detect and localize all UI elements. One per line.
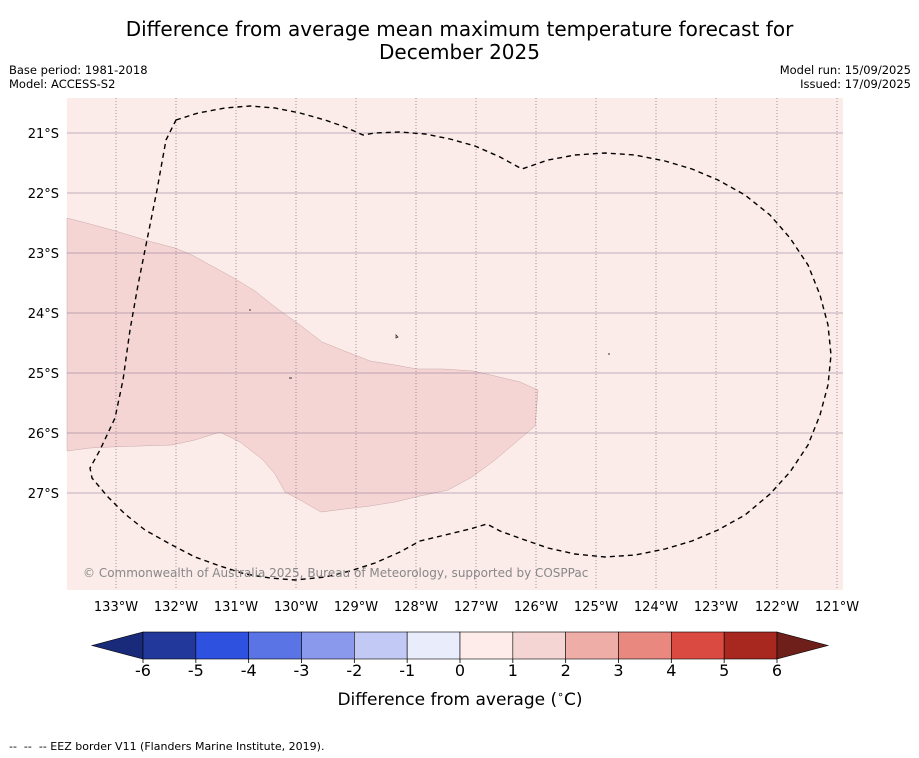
title-line-2: December 2025 [379, 40, 540, 64]
longitude-labels: 133°W 132°W 131°W 130°W 129°W 128°W 127°W 126°W… [94, 600, 859, 615]
lon-label-8: 125°W [574, 600, 618, 615]
lon-label-6: 127°W [454, 600, 498, 615]
colorbar-tick-label-4: -2 [346, 661, 362, 680]
meta-right: Model run: 15/09/2025 Issued: 17/09/2025 [780, 63, 911, 91]
meta-left: Base period: 1981-2018 Model: ACCESS-S2 [9, 63, 148, 91]
colorbar-tick-label-9: 3 [613, 661, 623, 680]
colorbar-segment-8 [565, 631, 619, 660]
lat-label-5: 26°S [28, 427, 59, 442]
colorbar-tick-label-8: 2 [561, 661, 571, 680]
lat-label-3: 24°S [28, 307, 59, 322]
colorbar-segment-1 [195, 631, 249, 660]
lat-label-4: 25°S [28, 367, 59, 382]
colorbar-underflow-arrow [90, 631, 144, 660]
title-line-1: Difference from average mean maximum tem… [125, 17, 794, 41]
latitude-labels: 21°S 22°S 23°S 24°S 25°S 26°S 27°S [28, 127, 59, 502]
lon-label-0: 133°W [94, 600, 138, 615]
lon-label-7: 126°W [514, 600, 558, 615]
colorbar-label: Difference from average (∘C) [337, 688, 582, 710]
colorbar-segment-7 [512, 631, 566, 660]
colorbar-tick-label-3: -3 [294, 661, 310, 680]
colorbar-tick-label-2: -4 [241, 661, 257, 680]
colorbar-segment-5 [406, 631, 461, 660]
lon-label-9: 124°W [634, 600, 678, 615]
colorbar-tick-label-7: 1 [508, 661, 518, 680]
lon-label-5: 128°W [394, 600, 438, 615]
colorbar-ticks: -6 -5 -4 -3 -2 -1 0 1 2 3 4 5 6 [135, 659, 782, 680]
lat-label-2: 23°S [28, 247, 59, 262]
lon-label-1: 132°W [154, 600, 198, 615]
base-period-text: Base period: 1981-2018 [9, 63, 148, 77]
colorbar-segment-11 [723, 631, 778, 660]
lat-label-1: 22°S [28, 187, 59, 202]
eez-border-line [89, 105, 832, 581]
footer-legend-note: -- -- -- EEZ border V11 (Flanders Marine… [9, 740, 325, 753]
colorbar-tick-label-1: -5 [188, 661, 204, 680]
colorbar-tick-label-12: 6 [772, 661, 782, 680]
colorbar-tick-label-5: -1 [399, 661, 415, 680]
colorbar-tick-label-6: 0 [455, 661, 465, 680]
colorbar-segment-9 [618, 631, 672, 660]
lon-label-3: 130°W [274, 600, 318, 615]
colorbar-tick-label-11: 5 [719, 661, 729, 680]
lat-label-0: 21°S [28, 127, 59, 142]
gridlines [67, 98, 843, 590]
colorbar-tick-label-0: -6 [135, 661, 151, 680]
island-mark-3 [395, 334, 399, 339]
colorbar-segment-6 [459, 631, 514, 660]
colorbar-segment-2 [248, 631, 302, 660]
lon-label-10: 123°W [694, 600, 738, 615]
colorbar-segment-4 [354, 631, 408, 660]
colorbar-segment-3 [301, 631, 355, 660]
lon-label-12: 121°W [815, 600, 859, 615]
lon-label-11: 122°W [755, 600, 799, 615]
colorbar-segment-0 [142, 631, 197, 660]
colorbar-tick-label-10: 4 [666, 661, 676, 680]
issued-text: Issued: 17/09/2025 [800, 77, 911, 91]
copyright-text: © Commonwealth of Australia 2025, Bureau… [83, 566, 588, 580]
lon-label-4: 129°W [334, 600, 378, 615]
model-run-text: Model run: 15/09/2025 [779, 63, 911, 77]
colorbar-overflow-arrow [776, 631, 830, 660]
anomaly-region-1-2 [66, 217, 539, 513]
colorbar-segment-10 [671, 631, 725, 660]
model-text: Model: ACCESS-S2 [9, 77, 116, 91]
lat-label-6: 27°S [28, 487, 59, 502]
colorbar [90, 631, 830, 660]
map-title: Difference from average mean maximum tem… [0, 18, 919, 64]
lon-label-2: 131°W [214, 600, 258, 615]
